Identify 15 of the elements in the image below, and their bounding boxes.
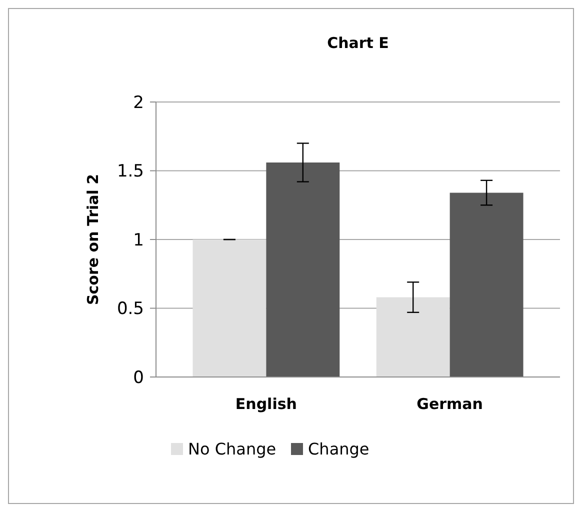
y-axis-title: Score on Trial 2: [84, 174, 102, 306]
bar: [450, 192, 524, 377]
y-tick-label: 1: [133, 230, 144, 250]
y-tick-label: 2: [133, 92, 144, 113]
bar: [376, 297, 450, 377]
y-tick-label: 0: [133, 368, 144, 388]
legend-label: Change: [308, 440, 370, 459]
chart-title: Chart E: [327, 34, 389, 52]
x-tick-label: German: [416, 395, 483, 413]
y-tick-label: 1.5: [116, 162, 144, 182]
y-tick-label: 0.5: [116, 299, 144, 320]
bar: [266, 162, 340, 377]
x-tick-label: English: [235, 395, 297, 413]
bar: [192, 240, 266, 377]
legend-label: No Change: [188, 440, 276, 459]
